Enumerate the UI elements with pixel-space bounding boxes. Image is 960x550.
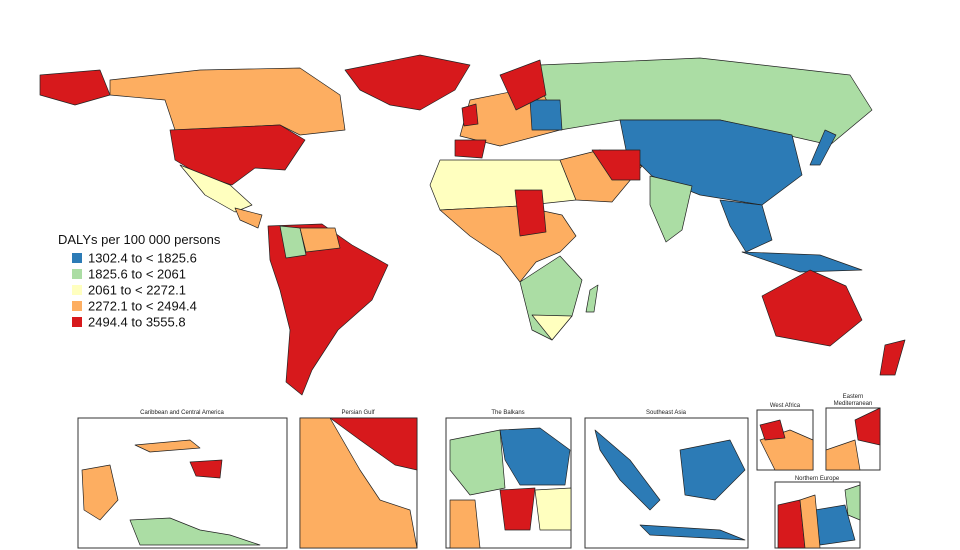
country-region [499,59,547,111]
legend-label: 1302.4 to < 1825.6 [88,250,197,265]
country-region [879,339,906,376]
country-region [854,407,881,446]
inset-title-line: Eastern [843,394,864,400]
country-region [299,227,341,253]
country-region [267,223,389,396]
country-region [761,269,863,347]
legend-swatch [72,285,82,295]
country-region [534,487,572,531]
country-region [234,207,263,229]
inset-title: Eastern Mediterranean [834,394,873,407]
country-region [799,494,821,549]
country-region [299,417,418,549]
country-region [449,499,481,549]
country-region [461,103,479,127]
insets: Caribbean and Central America Persian Gul… [77,394,881,549]
inset-title-line: Mediterranean [834,401,873,407]
inset-title: The Balkans [491,410,524,416]
country-region [639,524,746,541]
country-region [429,159,577,211]
country-region [189,459,223,479]
legend-swatch [72,317,82,327]
country-region [844,484,861,521]
country-region [591,149,641,181]
inset-title: Northern Europe [795,476,840,482]
legend-label: 2494.4 to 3555.8 [88,314,186,329]
country-region [649,175,693,243]
inset-title: Persian Gulf [341,410,374,416]
country-region [741,251,863,273]
legend-swatch [72,301,82,311]
legend-label: 1825.6 to < 2061 [88,266,186,281]
country-region [719,199,773,253]
country-region [454,139,487,159]
country-region [514,189,547,237]
legend-label: 2272.1 to < 2494.4 [88,298,197,313]
country-region [759,419,786,441]
country-region [169,124,306,186]
country-region [129,517,261,546]
country-region [344,54,471,111]
country-region [809,129,837,166]
country-region [619,119,803,206]
country-region [529,99,563,131]
inset-title: Caribbean and Central America [140,410,224,416]
country-region [679,439,746,501]
legend-swatch [72,253,82,263]
country-region [179,164,253,213]
legend-label: 2061 to < 2272.1 [88,282,186,297]
country-region [134,439,201,453]
country-region [499,487,536,531]
country-region [279,225,307,259]
country-region [329,417,418,471]
country-region [39,69,111,106]
legend-swatch [72,269,82,279]
inset-title: Southeast Asia [646,410,687,416]
country-region [585,284,599,313]
country-region [759,429,814,471]
inset-title: West Africa [770,403,801,409]
world-map [39,54,906,396]
country-region [594,429,661,511]
country-region [449,429,506,496]
country-region [825,439,861,471]
country-region [499,427,571,486]
country-region [531,314,573,341]
legend: DALYs per 100 000 persons 1302.4 to < 18… [58,232,221,329]
country-region [81,464,119,521]
legend-title: DALYs per 100 000 persons [58,232,221,247]
country-region [109,67,346,136]
